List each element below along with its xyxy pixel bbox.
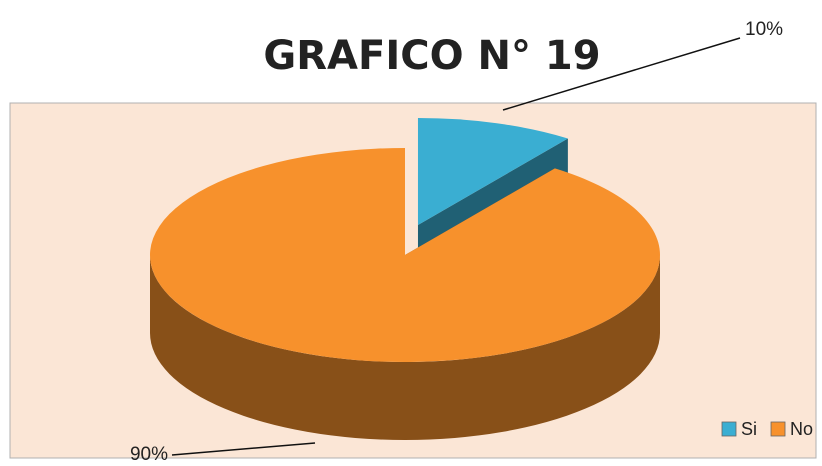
leader-line	[502, 37, 741, 111]
slice	[150, 148, 661, 362]
data-label: 10%	[745, 19, 783, 40]
labels: 10% 90% Si No	[130, 19, 813, 465]
slice	[417, 118, 568, 226]
pie	[150, 118, 661, 440]
slice-side	[150, 255, 660, 440]
legend-label: Si	[741, 419, 757, 439]
data-label: 90%	[130, 444, 168, 465]
legend-label: No	[790, 419, 813, 439]
legend-swatch	[721, 421, 737, 437]
legend-swatch	[770, 421, 786, 437]
chart-title: GRAFICO N° 19	[263, 33, 600, 79]
leader-line	[171, 442, 316, 456]
